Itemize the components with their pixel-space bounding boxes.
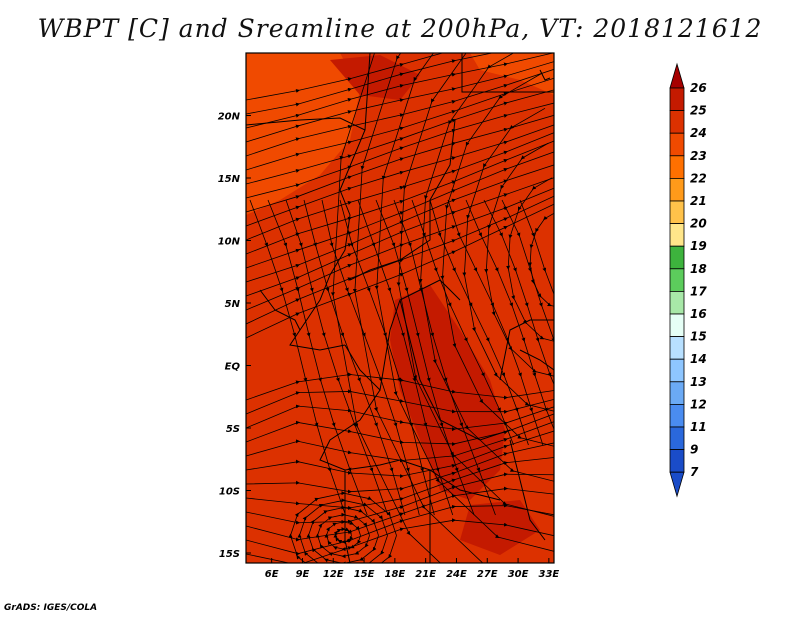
colorbar-swatch bbox=[669, 110, 685, 134]
x-tick-label: 18E bbox=[384, 569, 405, 580]
colorbar-swatch bbox=[669, 245, 685, 270]
y-tick-label: 15S bbox=[219, 549, 240, 560]
y-tick-label: 10N bbox=[218, 237, 241, 248]
x-tick-label: 21E bbox=[415, 569, 436, 580]
colorbar-label: 23 bbox=[690, 149, 707, 163]
colorbar-label: 12 bbox=[690, 397, 707, 411]
colorbar-swatch bbox=[669, 358, 685, 383]
colorbar-swatch bbox=[669, 381, 685, 405]
colorbar-swatch bbox=[669, 426, 685, 451]
colorbar-swatch bbox=[669, 313, 685, 338]
streamlines bbox=[246, 53, 554, 563]
colorbar-label: 22 bbox=[690, 171, 707, 185]
colorbar-label: 16 bbox=[690, 307, 707, 321]
colorbar-label: 11 bbox=[690, 420, 707, 434]
colorbar-swatch bbox=[669, 223, 685, 247]
colorbar-swatch bbox=[669, 403, 685, 428]
colorbar-label: 20 bbox=[690, 217, 707, 231]
y-tick-label: 5N bbox=[225, 299, 241, 310]
colorbar-swatch bbox=[669, 290, 685, 315]
colorbar-swatch bbox=[669, 177, 685, 202]
x-tick-label: 24E bbox=[446, 569, 467, 580]
y-tick-label: 5S bbox=[226, 424, 240, 435]
streamline bbox=[246, 518, 554, 563]
colorbar-label: 21 bbox=[690, 194, 707, 208]
colorbar-swatch bbox=[669, 336, 685, 360]
colorbar-label: 15 bbox=[690, 330, 707, 344]
colorbar-label: 14 bbox=[690, 352, 707, 366]
colorbar-label: 7 bbox=[690, 465, 699, 479]
plot-frame bbox=[245, 52, 555, 564]
colorbar-swatch bbox=[669, 132, 685, 157]
colorbar-swatch bbox=[669, 449, 685, 473]
x-tick-label: 15E bbox=[354, 569, 375, 580]
x-tick-label: 27E bbox=[477, 569, 498, 580]
y-tick-label: 15N bbox=[218, 174, 241, 185]
chart-title: WBPT [C] and Sreamline at 200hPa, VT: 20… bbox=[37, 14, 763, 43]
x-tick-label: 9E bbox=[296, 569, 310, 580]
x-axis: 6E 9E 12E 15E 18E 21E 24E 27E 30E 33E bbox=[265, 558, 559, 580]
colorbar-label: 13 bbox=[690, 375, 707, 389]
colorbar-label: 19 bbox=[690, 239, 707, 253]
wbpt-field bbox=[246, 53, 554, 563]
y-tick-label: EQ bbox=[225, 362, 241, 373]
streamline bbox=[330, 53, 485, 563]
colorbar-label: 17 bbox=[690, 284, 707, 298]
colorbar-label: 24 bbox=[690, 126, 707, 140]
x-tick-label: 12E bbox=[323, 569, 344, 580]
colorbar-bottom-arrow bbox=[669, 471, 685, 498]
y-tick-label: 10S bbox=[219, 487, 240, 498]
y-axis: 20N 15N 10N 5N EQ 5S 10S 15S bbox=[218, 112, 251, 560]
colorbar-label: 25 bbox=[690, 104, 707, 118]
y-tick-label: 20N bbox=[218, 112, 241, 123]
x-tick-label: 33E bbox=[538, 569, 559, 580]
colorbar-label: 26 bbox=[690, 81, 707, 95]
x-tick-label: 6E bbox=[265, 569, 279, 580]
colorbar: 26 25 24 23 22 21 20 19 18 17 16 15 14 13 12 11 9 7 bbox=[669, 62, 707, 498]
colorbar-swatch bbox=[669, 268, 685, 292]
colorbar-label: 18 bbox=[690, 262, 707, 276]
colorbar-label: 9 bbox=[690, 443, 698, 457]
colorbar-swatch bbox=[669, 200, 685, 225]
colorbar-swatch bbox=[669, 87, 685, 112]
x-tick-label: 30E bbox=[508, 569, 529, 580]
credit-label: GrADS: IGES/COLA bbox=[4, 603, 98, 613]
colorbar-top-arrow bbox=[669, 62, 685, 89]
colorbar-swatch bbox=[669, 155, 685, 179]
